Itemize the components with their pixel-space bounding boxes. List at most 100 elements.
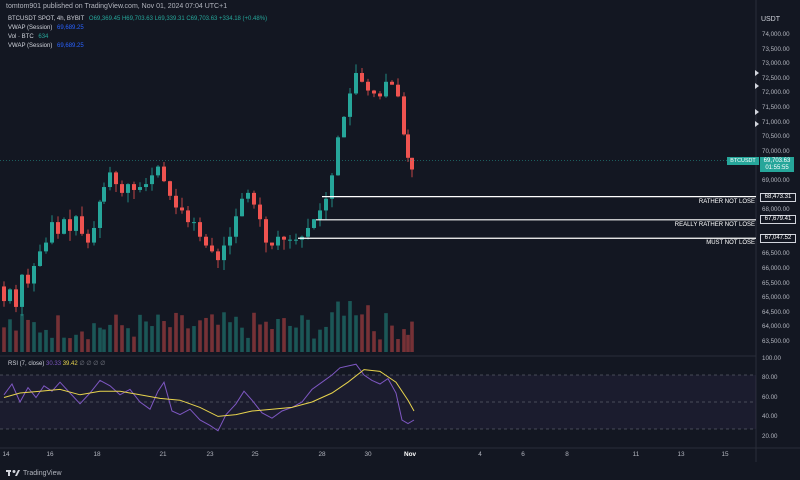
time-tick-label: 13 xyxy=(677,451,685,458)
brand-name: TradingView xyxy=(23,469,62,477)
volume-bar xyxy=(8,319,12,352)
candle-body xyxy=(216,251,220,261)
candle-body xyxy=(132,184,136,190)
candle-body xyxy=(26,274,30,284)
candle-body xyxy=(318,210,322,220)
volume-bar xyxy=(396,339,400,352)
currency-label[interactable]: USDT xyxy=(760,16,780,23)
volume-bar xyxy=(378,339,382,352)
candle-body xyxy=(186,210,190,223)
volume-bar xyxy=(222,312,226,352)
volume-value: 634 xyxy=(38,34,49,40)
candle-body xyxy=(114,172,118,185)
time-tick-label: Nov xyxy=(403,451,417,458)
volume-bar xyxy=(324,326,328,352)
volume-bar xyxy=(300,315,304,352)
level-price-1[interactable]: 68,473.31 xyxy=(760,193,796,202)
volume-bar xyxy=(288,325,292,352)
candle-body xyxy=(50,222,54,243)
volume-bar xyxy=(20,313,24,352)
alert-marker-icon xyxy=(755,121,759,127)
candle-body xyxy=(360,73,364,82)
level-price-3[interactable]: 67,047.52 xyxy=(760,234,796,243)
candle-body xyxy=(276,236,280,246)
volume-bar xyxy=(114,314,118,352)
time-tick-label: 15 xyxy=(721,451,729,458)
price-tick-label: 63,500.00 xyxy=(762,338,790,345)
volume-bar xyxy=(102,329,106,352)
rsi-legend[interactable]: RSI (7, close) 30.33 39.42 ∅ ∅ ∅ ∅ xyxy=(8,360,105,367)
volume-bar xyxy=(258,324,262,352)
candle-body xyxy=(108,172,112,188)
footer-brand[interactable]: TradingView xyxy=(6,469,62,477)
volume-bar xyxy=(38,332,42,352)
candle-body xyxy=(156,166,160,176)
volume-bar xyxy=(156,314,160,352)
volume-bar xyxy=(108,324,112,352)
level-price-2[interactable]: 67,679.41 xyxy=(760,215,796,224)
volume-bar xyxy=(14,330,18,352)
price-tick-label: 66,500.00 xyxy=(762,250,790,258)
level-label-1: RATHER NOT LOSE xyxy=(698,199,755,205)
candle-body xyxy=(306,227,310,237)
time-tick-label: 30 xyxy=(364,451,372,458)
rsi-extra-icons: ∅ ∅ ∅ ∅ xyxy=(79,361,106,367)
candle-body xyxy=(348,93,352,117)
volume-legend[interactable]: Vol · BTC 634 xyxy=(8,34,51,40)
price-tick-label: 70,500.00 xyxy=(762,133,790,141)
volume-bar xyxy=(32,322,36,352)
volume-bar xyxy=(174,312,178,352)
rsi-ma-line xyxy=(3,369,415,417)
candle-body xyxy=(246,192,250,199)
candle-body xyxy=(324,198,328,211)
candle-body xyxy=(252,192,256,205)
rsi-ma-value: 39.42 xyxy=(62,361,78,367)
volume-bar xyxy=(2,327,6,352)
level-label-2: REALLY RATHER NOT LOSE xyxy=(674,222,755,228)
volume-bar xyxy=(336,301,340,352)
publisher-header: tomtom901 published on TradingView.com, … xyxy=(6,3,228,10)
volume-bar xyxy=(330,312,334,352)
candle-body xyxy=(210,245,214,252)
volume-bar xyxy=(252,312,256,352)
candle-body xyxy=(44,242,48,252)
volume-bar xyxy=(210,314,214,352)
candle-body xyxy=(180,207,184,211)
symbol-legend[interactable]: BTCUSDT SPOT, 4h, BYBIT O69,369.45 H69,7… xyxy=(8,16,270,22)
volume-bar xyxy=(192,326,196,352)
time-tick-label: 21 xyxy=(159,451,167,458)
candle-body xyxy=(120,184,124,193)
symbol-name[interactable]: BTCUSDT SPOT, 4h, BYBIT xyxy=(8,16,85,22)
candle-body xyxy=(102,187,106,202)
candle-body xyxy=(288,239,292,241)
volume-bar xyxy=(126,328,130,352)
candle-body xyxy=(68,219,72,231)
candle-body xyxy=(2,286,6,302)
volume-bar xyxy=(312,338,316,352)
candle-body xyxy=(222,245,226,261)
candle-body xyxy=(294,239,298,241)
time-tick-label: 11 xyxy=(632,451,640,458)
price-tick-label: 74,000.00 xyxy=(762,31,790,38)
candle-body xyxy=(92,227,96,243)
volume-bar xyxy=(150,326,154,352)
candle-body xyxy=(86,233,90,243)
volume-bar xyxy=(318,329,322,352)
price-tick-label: 72,500.00 xyxy=(762,74,790,82)
volume-bar xyxy=(168,327,172,352)
vwap-legend-1[interactable]: VWAP (Session) 69,689.25 xyxy=(8,25,87,31)
price-tick-label: 68,000.00 xyxy=(762,206,790,214)
current-price-tag: 69,703.63 01:55:55 xyxy=(760,157,794,172)
candle-body xyxy=(264,219,268,243)
volume-bar xyxy=(216,324,220,352)
volume-bar xyxy=(342,315,346,352)
vwap-legend-2[interactable]: VWAP (Session) 69,689.25 xyxy=(8,43,87,49)
volume-bar xyxy=(270,329,274,352)
volume-bar xyxy=(234,316,238,352)
time-tick-label: 4 xyxy=(478,451,482,458)
rsi-label: RSI (7, close) xyxy=(8,361,45,367)
candle-body xyxy=(390,81,394,85)
candle-body xyxy=(32,265,36,284)
